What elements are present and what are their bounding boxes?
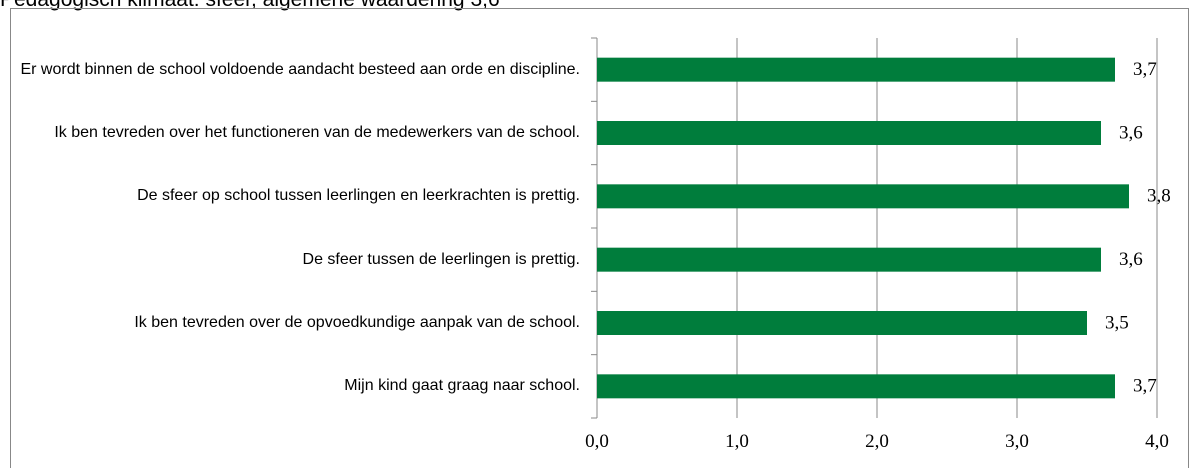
category-text: De sfeer tussen de leerlingen is prettig…: [302, 250, 580, 268]
y-tick-label: Ik ben tevreden over het functioneren va…: [20, 101, 580, 164]
category-text: Ik ben tevreden over de opvoedkundige aa…: [134, 313, 580, 331]
data-label: 3,6: [1119, 249, 1143, 270]
bar: [597, 184, 1129, 209]
bar: [597, 247, 1101, 272]
y-tick-label: De sfeer op school tussen leerlingen en …: [20, 165, 580, 228]
data-label: 3,7: [1133, 376, 1157, 397]
chart-title: Pedagogisch klimaat: sfeer, algemene waa…: [0, 0, 500, 12]
x-tick-label: 1,0: [725, 431, 749, 452]
bar: [597, 121, 1101, 145]
x-tick-label: 2,0: [865, 431, 889, 452]
data-label: 3,5: [1105, 312, 1129, 333]
category-text: Ik ben tevreden over het functioneren va…: [54, 123, 580, 141]
chart-frame: [10, 8, 1189, 468]
data-label: 3,6: [1119, 122, 1143, 143]
bar: [597, 374, 1115, 399]
category-text: Er wordt binnen de school voldoende aand…: [20, 60, 580, 78]
category-text: Mijn kind gaat graag naar school.: [344, 377, 580, 395]
y-tick-label: Er wordt binnen de school voldoende aand…: [20, 38, 580, 101]
x-tick-label: 4,0: [1145, 431, 1169, 452]
x-tick-label: 3,0: [1005, 431, 1029, 452]
y-tick-label: De sfeer tussen de leerlingen is prettig…: [20, 228, 580, 291]
data-label: 3,8: [1147, 186, 1171, 207]
bar: [597, 311, 1087, 335]
y-tick-label: Ik ben tevreden over de opvoedkundige aa…: [20, 291, 580, 354]
x-tick-label: 0,0: [585, 431, 609, 452]
y-tick-label: Mijn kind gaat graag naar school.: [20, 355, 580, 418]
bar: [597, 57, 1115, 82]
data-label: 3,7: [1133, 59, 1157, 80]
category-text: De sfeer op school tussen leerlingen en …: [137, 187, 580, 205]
